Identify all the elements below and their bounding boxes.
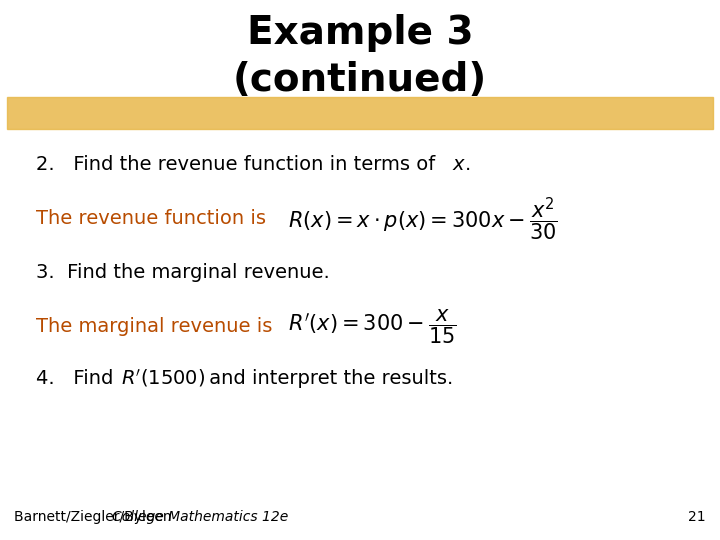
Text: and interpret the results.: and interpret the results. (203, 368, 454, 388)
Text: College Mathematics 12e: College Mathematics 12e (112, 510, 288, 524)
Text: $R'(1500)$: $R'(1500)$ (121, 367, 205, 389)
Text: 2.   Find the revenue function in terms of: 2. Find the revenue function in terms of (36, 155, 441, 174)
Text: 21: 21 (688, 510, 706, 524)
Text: $R(x) = x \cdot p(x) = 300x - \dfrac{x^2}{30}$: $R(x) = x \cdot p(x) = 300x - \dfrac{x^2… (288, 195, 558, 242)
Text: Example 3
(continued): Example 3 (continued) (233, 14, 487, 99)
Text: $R'(x) = 300 - \dfrac{x}{15}$: $R'(x) = 300 - \dfrac{x}{15}$ (288, 307, 457, 346)
Text: $x$.: $x$. (452, 155, 470, 174)
Bar (7, 97, 713, 129)
Text: 4.   Find: 4. Find (36, 368, 120, 388)
Text: Barnett/Ziegler/Byleen: Barnett/Ziegler/Byleen (14, 510, 176, 524)
Text: The revenue function is: The revenue function is (36, 209, 266, 228)
Text: 3.  Find the marginal revenue.: 3. Find the marginal revenue. (36, 263, 330, 282)
Text: The marginal revenue is: The marginal revenue is (36, 317, 272, 336)
